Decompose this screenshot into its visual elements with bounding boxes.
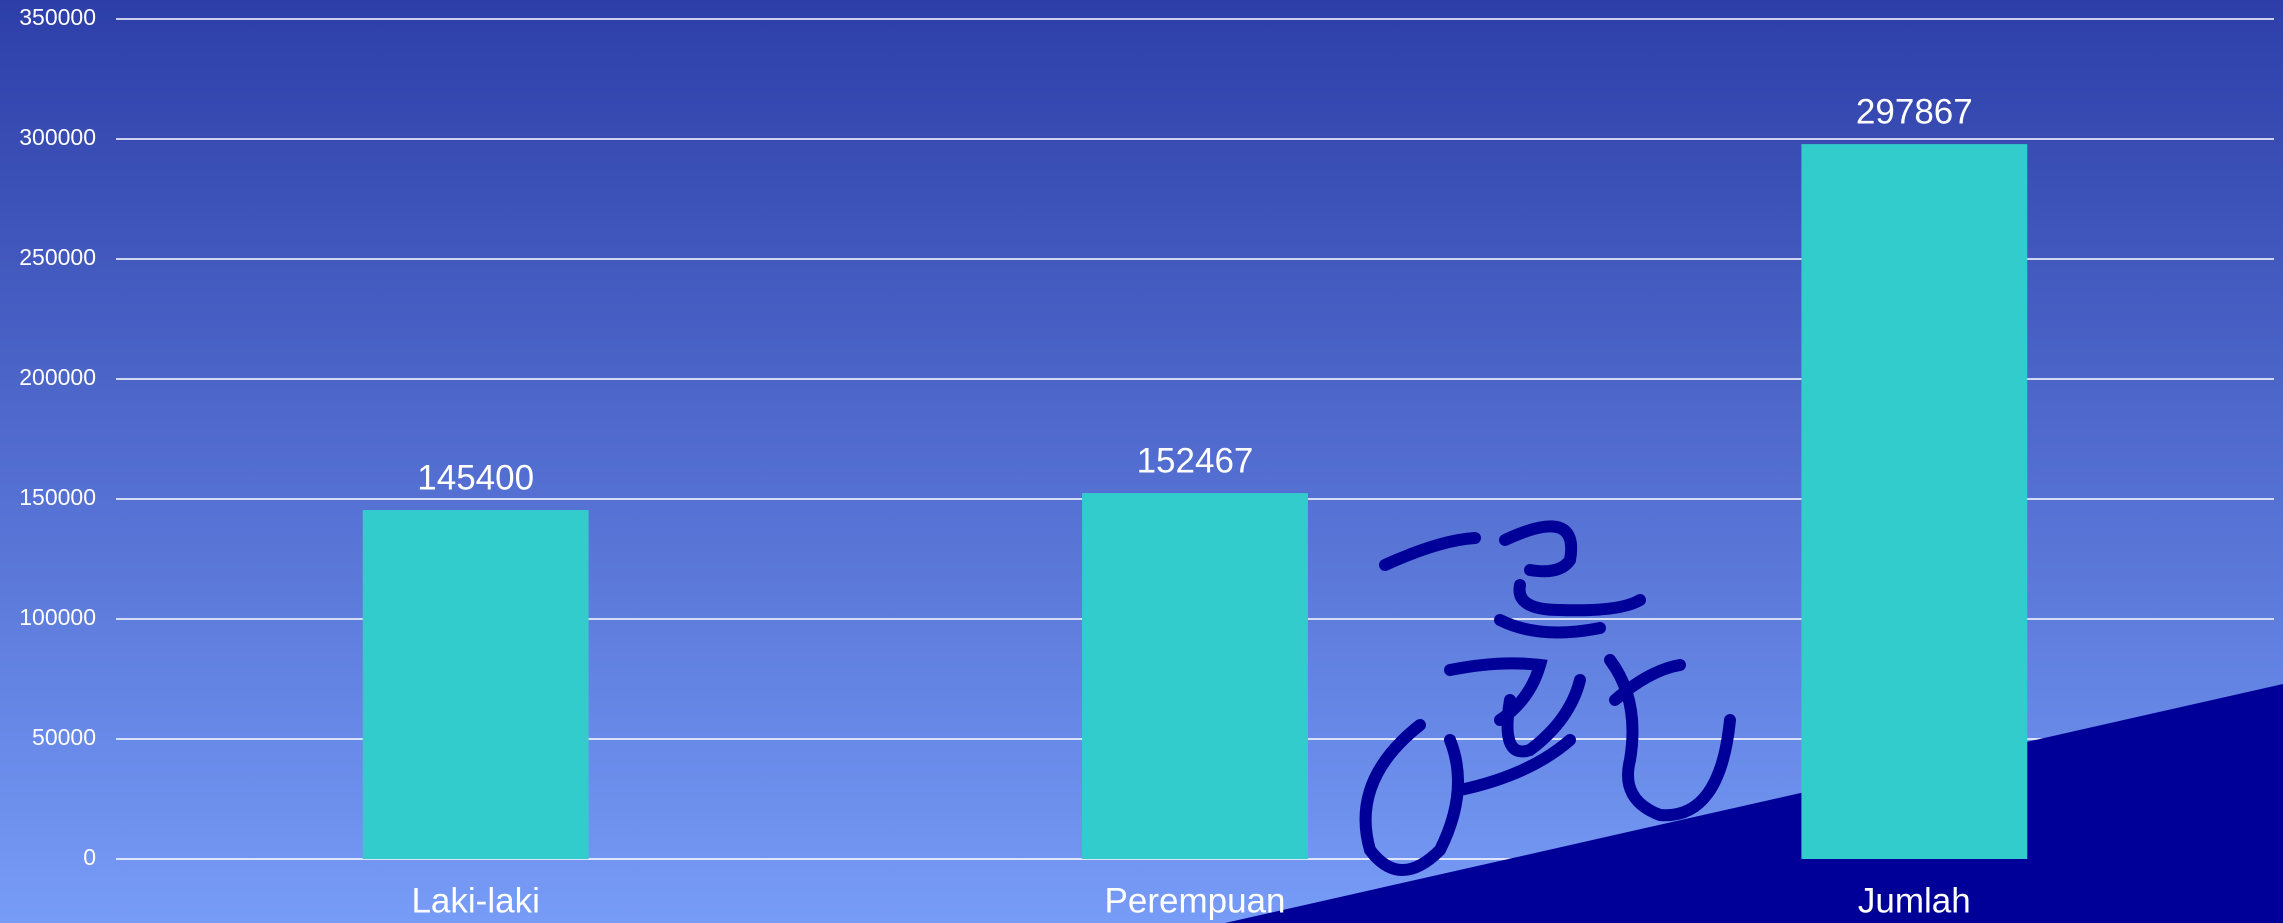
y-tick-label: 0: [83, 844, 96, 870]
y-tick-label: 100000: [19, 604, 96, 630]
y-tick-label: 150000: [19, 484, 96, 510]
chart: 0 50000 100000 150000 200000 250000 300000 3500…: [0, 0, 2283, 923]
bar: [1082, 493, 1308, 859]
x-tick-label: Jumlah: [1858, 881, 1971, 920]
value-label: 145400: [417, 458, 534, 497]
bar: [363, 510, 589, 859]
y-tick-label: 200000: [19, 364, 96, 390]
x-tick-label: Laki-laki: [411, 881, 539, 920]
bar: [1801, 144, 2027, 859]
y-tick-label: 300000: [19, 124, 96, 150]
y-tick-label: 350000: [19, 4, 96, 30]
y-tick-label: 250000: [19, 244, 96, 270]
y-tick-label: 50000: [32, 724, 96, 750]
value-label: 152467: [1137, 441, 1254, 480]
value-label: 297867: [1856, 92, 1973, 131]
x-tick-label: Perempuan: [1105, 881, 1286, 920]
